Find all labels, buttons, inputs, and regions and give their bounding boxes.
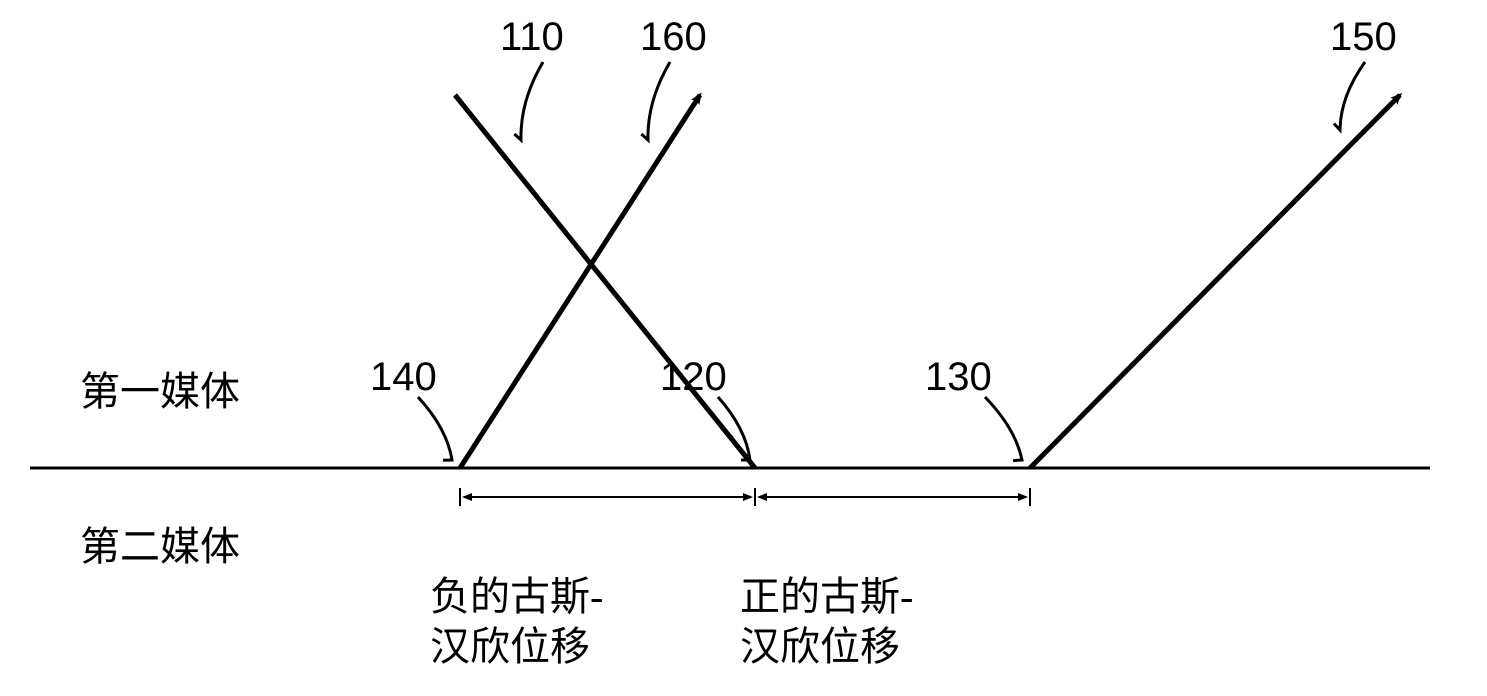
label-positive-goos-line2: 汉欣位移: [740, 624, 900, 669]
label-140: 140: [370, 355, 437, 399]
incident-ray: [455, 95, 755, 468]
label-negative-goos-line2: 汉欣位移: [430, 624, 590, 669]
reflected-ray-positive: [1030, 95, 1400, 468]
label-160: 160: [640, 15, 707, 59]
leader-130: [985, 397, 1022, 461]
positive-shift-extent: [755, 488, 1030, 506]
label-positive-goos-line1: 正的古斯-: [740, 574, 913, 619]
label-negative-goos-line1: 负的古斯-: [430, 574, 603, 619]
leader-150: [1334, 62, 1365, 130]
leader-140: [418, 397, 452, 460]
label-first-medium: 第一媒体: [80, 369, 240, 414]
leader-110: [514, 62, 543, 140]
label-110: 110: [500, 15, 564, 59]
label-120: 120: [660, 355, 727, 399]
label-130: 130: [925, 355, 992, 399]
negative-shift-extent: [460, 488, 755, 506]
label-second-medium: 第二媒体: [80, 524, 240, 569]
label-150: 150: [1330, 15, 1397, 59]
leader-160: [641, 62, 670, 140]
reflected-ray-negative: [460, 95, 700, 468]
